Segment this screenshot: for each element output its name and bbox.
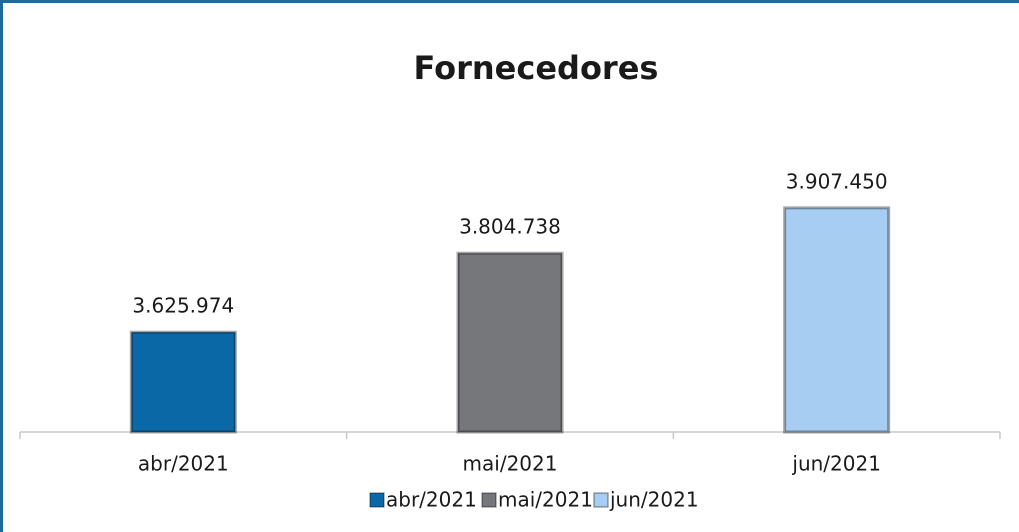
bar xyxy=(456,251,564,434)
value-label: 3.804.738 xyxy=(459,215,561,239)
chart-title: Fornecedores xyxy=(414,49,659,87)
bar xyxy=(129,330,237,434)
x-tick-label: mai/2021 xyxy=(463,452,558,476)
x-tick-label: jun/2021 xyxy=(791,452,881,476)
legend-swatch xyxy=(593,492,609,508)
legend-swatch xyxy=(481,492,497,508)
legend-label: abr/2021 xyxy=(386,488,477,512)
legend-label: jun/2021 xyxy=(609,488,699,512)
value-label: 3.625.974 xyxy=(132,294,234,318)
x-tick-label: abr/2021 xyxy=(138,452,229,476)
legend-label: mai/2021 xyxy=(498,488,593,512)
bar xyxy=(783,206,891,434)
value-label: 3.907.450 xyxy=(786,169,888,193)
legend-swatch xyxy=(369,492,385,508)
